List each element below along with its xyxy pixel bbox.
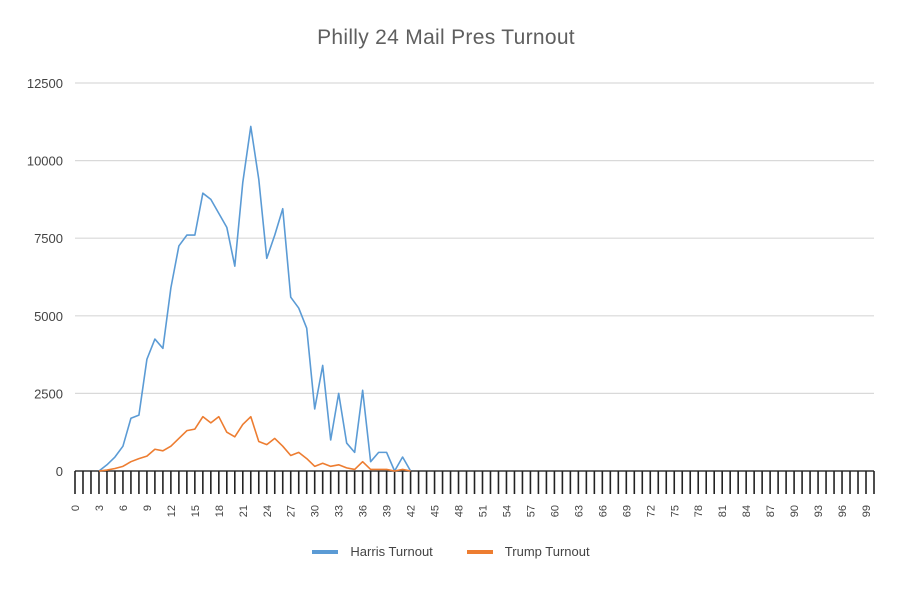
x-tick-label: 6 [118,505,130,511]
legend-item-trump: Trump Turnout [466,544,590,559]
x-tick-label: 9 [142,505,154,511]
x-tick-label: 42 [406,505,418,517]
x-tick-label: 45 [430,505,442,517]
grid-layer [75,82,874,472]
series-line-harris [98,125,412,472]
legend-label-harris: Harris Turnout [350,544,433,559]
x-tick-label: 90 [789,505,801,517]
x-tick-label: 78 [693,505,705,517]
x-tick-label: 54 [501,505,513,517]
x-tick-label: 3 [94,505,106,511]
x-tick-label: 69 [621,505,633,517]
chart-title: Philly 24 Mail Pres Turnout [317,26,575,49]
y-tick-label: 12500 [27,76,63,91]
x-tick-label: 39 [382,505,394,517]
x-tick-label: 48 [454,505,466,517]
legend: Harris Turnout Trump Turnout [0,544,902,559]
y-tick-label: 0 [56,464,63,479]
x-tick-label: 21 [238,505,250,517]
x-tick-label: 12 [166,505,178,517]
x-tick-label: 60 [549,505,561,517]
y-axis-ticks: 0 2500 5000 7500 10000 12500 [27,76,63,479]
x-tick-label: 84 [741,505,753,517]
legend-item-harris: Harris Turnout [312,544,433,559]
x-tick-label: 63 [573,505,585,517]
y-tick-label: 7500 [34,231,63,246]
x-tick-label: 66 [597,505,609,517]
x-tick-label: 33 [334,505,346,517]
x-tick-label: 0 [70,505,82,511]
x-tick-label: 27 [286,505,298,517]
x-tick-label: 36 [358,505,370,517]
y-tick-label: 5000 [34,309,63,324]
x-tick-label: 51 [477,505,489,517]
legend-swatch-harris [312,549,339,554]
y-tick-label: 2500 [34,386,63,401]
x-tick-label: 75 [669,505,681,517]
x-axis-ticks: 0 3 6 9 12 15 18 21 24 27 30 33 36 39 42 45 48 51 54 57 60 63… [70,471,875,517]
x-tick-label: 24 [262,505,274,517]
legend-label-trump: Trump Turnout [504,544,590,559]
x-tick-label: 96 [837,505,849,517]
x-tick-label: 30 [310,505,322,517]
x-tick-label: 18 [214,505,226,517]
legend-swatch-trump [466,549,493,554]
x-tick-label: 15 [190,505,202,517]
x-tick-label: 87 [765,505,777,517]
x-tick-label: 93 [813,505,825,517]
series-line-trump [98,415,411,472]
series-layer [98,125,412,472]
x-tick-label: 99 [861,505,873,517]
x-tick-label: 72 [645,505,657,517]
x-tick-label: 81 [717,505,729,517]
y-tick-label: 10000 [27,154,63,169]
x-tick-label: 57 [525,505,537,517]
